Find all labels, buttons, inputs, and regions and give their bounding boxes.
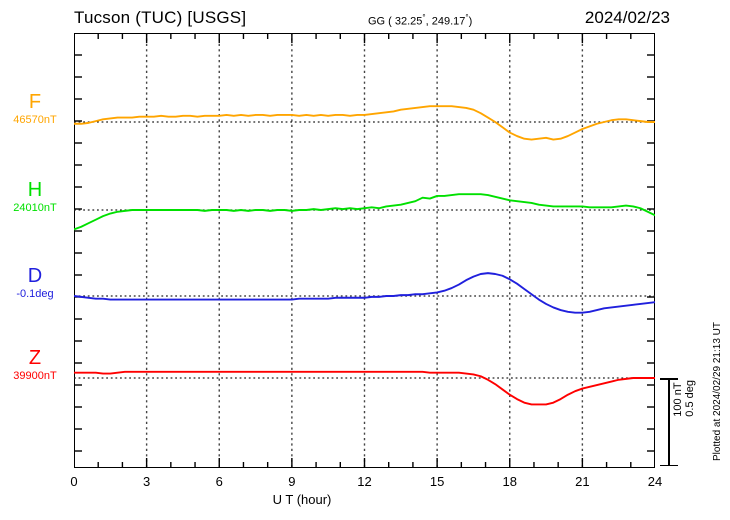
legend-value-Z: 39900nT <box>13 370 57 382</box>
legend-D: D -0.1deg <box>0 266 70 301</box>
scale-bar-label: 100 nT 0.5 deg <box>672 380 696 417</box>
x-axis-title: U T (hour) <box>0 492 730 507</box>
geo-coords-part3: ) <box>468 15 473 28</box>
x-tick-label-12: 12 <box>357 474 372 489</box>
x-tick-label-0: 0 <box>70 474 78 489</box>
legend-name-D: D <box>27 265 43 287</box>
legend-F: F 46570nT <box>0 92 70 127</box>
x-tick-label-3: 3 <box>143 474 151 489</box>
x-tick-label-6: 6 <box>215 474 223 489</box>
degree-symbol-lat: ° <box>422 13 426 22</box>
trace-F <box>74 105 655 141</box>
magnetogram-plot <box>74 33 655 468</box>
legend-H: H 24010nT <box>0 180 70 215</box>
plotted-at-timestamp: Plotted at 2024/02/29 21:13 UT <box>712 322 723 461</box>
legend-value-H: 24010nT <box>13 202 57 214</box>
x-tick-label-21: 21 <box>575 474 590 489</box>
geographic-coordinates: GG ( 32.25°, 249.17°) <box>368 13 472 28</box>
geo-coords-part2: , 249.17 <box>425 15 466 28</box>
x-tick-label-18: 18 <box>502 474 517 489</box>
scale-bar-bottom-cap <box>660 464 678 466</box>
x-tick-label-24: 24 <box>647 474 663 489</box>
x-tick-label-9: 9 <box>288 474 296 489</box>
trace-D <box>74 272 655 314</box>
observation-date: 2024/02/23 <box>584 8 670 27</box>
legend-name-H: H <box>27 179 43 201</box>
legend-value-F: 46570nT <box>13 114 57 126</box>
legend-name-Z: Z <box>28 347 42 369</box>
legend-value-D: -0.1deg <box>16 288 54 300</box>
scale-bar-deg: 0.5 deg <box>684 380 696 417</box>
scale-bar-line <box>668 378 670 466</box>
trace-Z <box>74 370 655 406</box>
trace-H <box>74 193 655 231</box>
scale-bar <box>658 374 680 470</box>
degree-symbol-lon: ° <box>465 13 469 22</box>
geo-coords-part1: GG ( 32.25 <box>368 15 423 28</box>
legend-name-F: F <box>28 91 42 113</box>
legend-Z: Z 39900nT <box>0 348 70 383</box>
x-tick-label-15: 15 <box>429 474 445 489</box>
x-axis-title-text: U T (hour) <box>272 492 332 507</box>
page-title: Tucson (TUC) [USGS] <box>74 8 247 27</box>
scale-bar-nt: 100 nT <box>672 382 684 417</box>
